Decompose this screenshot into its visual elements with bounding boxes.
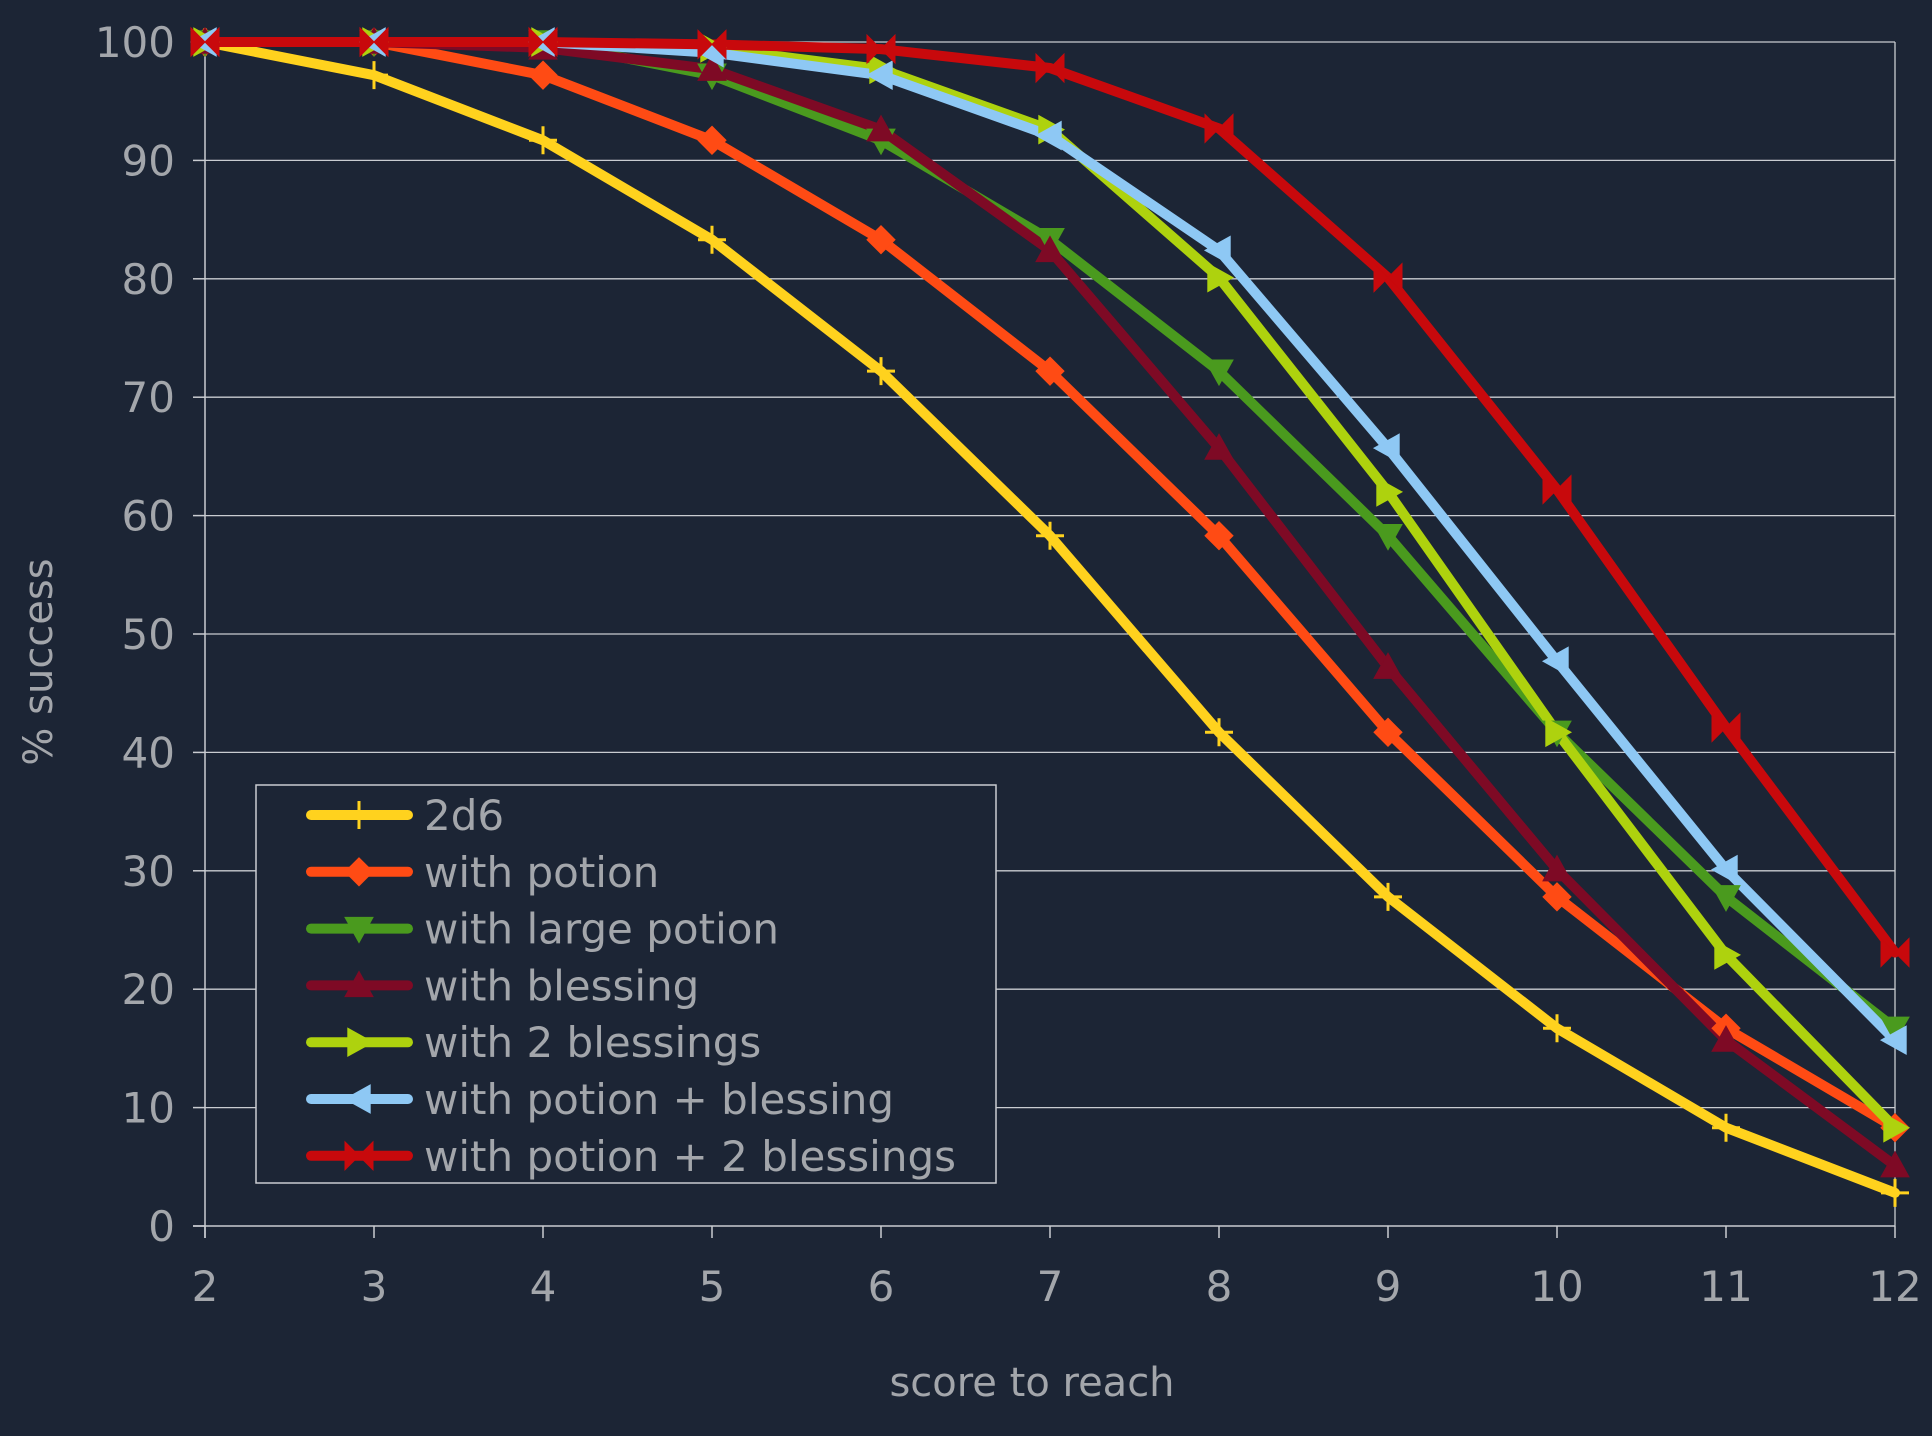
data-point [1543,1014,1571,1043]
x-tick-label: 11 [1699,1262,1752,1311]
y-axis-title: % success [16,558,62,765]
data-point [1204,359,1234,387]
data-point [1373,652,1403,679]
data-point [1542,882,1572,912]
legend-marker [344,1140,374,1172]
x-tick-label: 4 [530,1262,557,1311]
data-point [190,26,220,58]
y-tick-label: 60 [122,492,175,541]
x-tick-label: 6 [868,1262,895,1311]
data-point [1207,262,1235,293]
data-point [1204,521,1234,551]
data-point [1711,712,1741,743]
data-point [697,29,727,60]
y-tick-label: 80 [122,255,175,304]
data-point [529,126,557,155]
x-tick-label: 7 [1037,1262,1064,1311]
data-point [865,60,893,91]
data-point [1881,1178,1909,1207]
y-tick-label: 0 [148,1202,175,1251]
data-point [866,225,896,255]
legend: 2d6 with potion with large potion with bles… [255,784,997,1184]
data-point [1373,262,1403,293]
data-point [1880,937,1910,968]
x-tick-label: 2 [192,1262,219,1311]
data-point [1376,477,1404,507]
data-point [360,61,388,90]
y-tick-label: 70 [122,373,175,422]
y-tick-label: 90 [122,136,175,185]
series-markers [189,26,1911,1207]
y-tick-label: 50 [122,610,175,659]
data-point [1880,1150,1910,1178]
legend-marker [344,857,374,887]
x-tick-label: 3 [361,1262,388,1311]
data-point [1374,882,1402,911]
legend-label: with 2 blessings [424,1018,761,1067]
data-point [1712,1113,1740,1142]
data-point [1883,1112,1911,1143]
data-point [1205,718,1233,747]
data-point [867,357,895,386]
data-point [1879,1025,1907,1055]
data-point [528,26,558,58]
axes: 0 10 20 30 40 50 60 70 80 90 100 2 3 4 5 6 7 8 9 10 11 12 [95,18,1922,1311]
data-point [359,26,389,58]
data-point [1711,885,1741,912]
legend-marker [344,916,374,944]
legend-label: with blessing [424,961,699,1010]
y-tick-label: 10 [122,1084,175,1133]
data-point [1035,235,1065,263]
legend-label: with large potion [424,905,779,954]
data-point [1204,433,1234,460]
legend-label: with potion + 2 blessings [424,1132,956,1181]
data-point [1034,120,1062,151]
data-point [1714,940,1742,970]
x-tick-label: 9 [1375,1262,1402,1311]
x-tick-label: 8 [1206,1262,1233,1311]
legend-label: with potion + blessing [424,1075,894,1124]
data-point [1541,646,1569,677]
x-axis-title: score to reach [889,1360,1174,1406]
data-point [1035,356,1065,386]
legend-label: with potion [424,848,659,897]
data-point [1542,474,1572,505]
legend-marker [344,970,374,998]
data-point [1710,854,1738,885]
data-point [697,125,727,155]
y-tick-label: 20 [122,965,175,1014]
data-point [866,33,896,65]
data-point [866,114,896,142]
data-point [1203,235,1231,266]
x-tick-label: 10 [1530,1262,1583,1311]
data-point [1545,717,1573,748]
data-point [1035,52,1065,84]
y-tick-label: 40 [122,728,175,777]
data-point [1711,1025,1741,1052]
y-tick-label: 100 [95,18,175,67]
data-point [1372,433,1400,463]
data-point [1204,113,1234,144]
legend-marker [347,1027,375,1058]
data-point [1373,717,1403,747]
y-tick-label: 30 [122,847,175,896]
data-point [1373,524,1403,551]
data-point [1036,521,1064,550]
data-point [528,60,558,90]
legend-marker [345,801,373,829]
data-point [698,225,726,254]
x-tick-label: 5 [699,1262,726,1311]
data-point [697,54,727,81]
legend-label: 2d6 [424,791,504,840]
x-tick-label: 12 [1868,1262,1921,1311]
data-point [1542,854,1572,882]
legend-marker [343,1084,371,1114]
